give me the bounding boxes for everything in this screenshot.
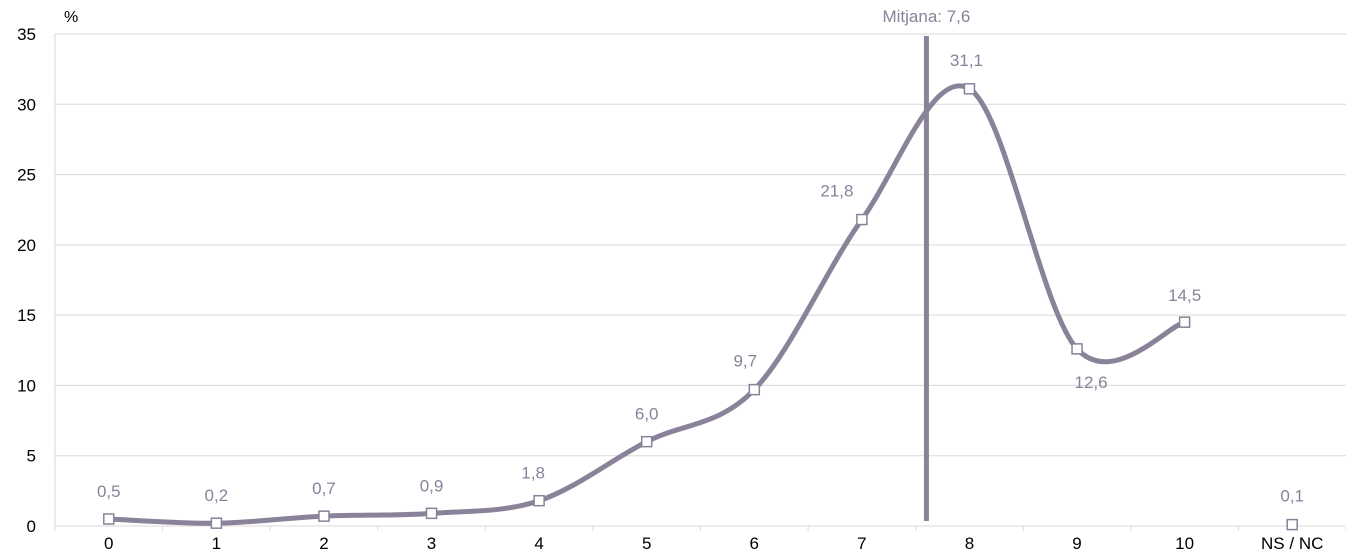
mean-annotation: Mitjana: 7,6: [882, 7, 970, 521]
data-label: 12,6: [1074, 373, 1107, 392]
data-label: 14,5: [1168, 286, 1201, 305]
data-labels: 0,5 0,2 0,7 0,9 1,8 6,0 9,7 21,8 31,1 12,6 14,5 0,1: [97, 51, 1304, 506]
data-point: [963, 83, 976, 95]
data-point: [425, 507, 438, 520]
y-tick-label: 25: [17, 166, 36, 185]
x-tick-label: 7: [857, 534, 866, 553]
y-tick-label: 10: [17, 376, 36, 395]
gridlines: [54, 33, 1346, 527]
x-tick-label: 2: [319, 534, 328, 553]
x-tick-label: 6: [750, 534, 759, 553]
series: [106, 83, 1188, 526]
x-tick-label: NS / NC: [1261, 534, 1323, 553]
data-point: [210, 517, 223, 529]
data-label: 0,2: [205, 486, 229, 505]
data-point: [856, 213, 868, 226]
x-tick-label: 4: [534, 534, 543, 553]
mean-label: Mitjana: 7,6: [882, 7, 970, 26]
x-tick-label: 1: [212, 534, 221, 553]
y-tick-label: 35: [17, 25, 36, 44]
data-point: [103, 513, 115, 525]
x-axis-ticks: 0 1 2 3 4 5 6 7 8 9 10 NS / NC: [54, 526, 1346, 553]
x-tick-label: 9: [1072, 534, 1081, 553]
data-point: [318, 510, 330, 522]
data-point: [748, 383, 761, 396]
x-tick-label: 10: [1175, 534, 1194, 553]
x-tick-label: 3: [427, 534, 436, 553]
data-label: 1,8: [521, 464, 545, 483]
data-label: 0,9: [420, 476, 444, 495]
y-tick-label: 5: [27, 447, 36, 466]
series-line: [106, 83, 1188, 526]
data-label: 9,7: [733, 352, 757, 371]
y-tick-label: 0: [27, 517, 36, 536]
y-axis-ticks: 0 5 10 15 20 25 30 35: [17, 25, 36, 536]
y-axis-unit-label: %: [64, 9, 78, 26]
data-label: 0,1: [1280, 487, 1304, 506]
data-point: [640, 435, 653, 448]
data-label: 21,8: [820, 182, 853, 201]
data-point: [533, 494, 545, 507]
y-tick-label: 30: [17, 95, 36, 114]
data-label: 0,7: [312, 479, 336, 498]
data-point: [1178, 316, 1191, 328]
data-label: 6,0: [635, 405, 659, 424]
data-label: 31,1: [950, 51, 983, 70]
x-tick-label: 5: [642, 534, 651, 553]
x-tick-label: 0: [104, 534, 113, 553]
data-point: [1071, 343, 1083, 355]
data-label: 0,5: [97, 482, 121, 501]
y-tick-label: 15: [17, 306, 36, 325]
x-tick-label: 8: [965, 534, 974, 553]
markers: [103, 83, 1298, 531]
data-point: [1286, 518, 1298, 531]
y-tick-label: 20: [17, 236, 36, 255]
